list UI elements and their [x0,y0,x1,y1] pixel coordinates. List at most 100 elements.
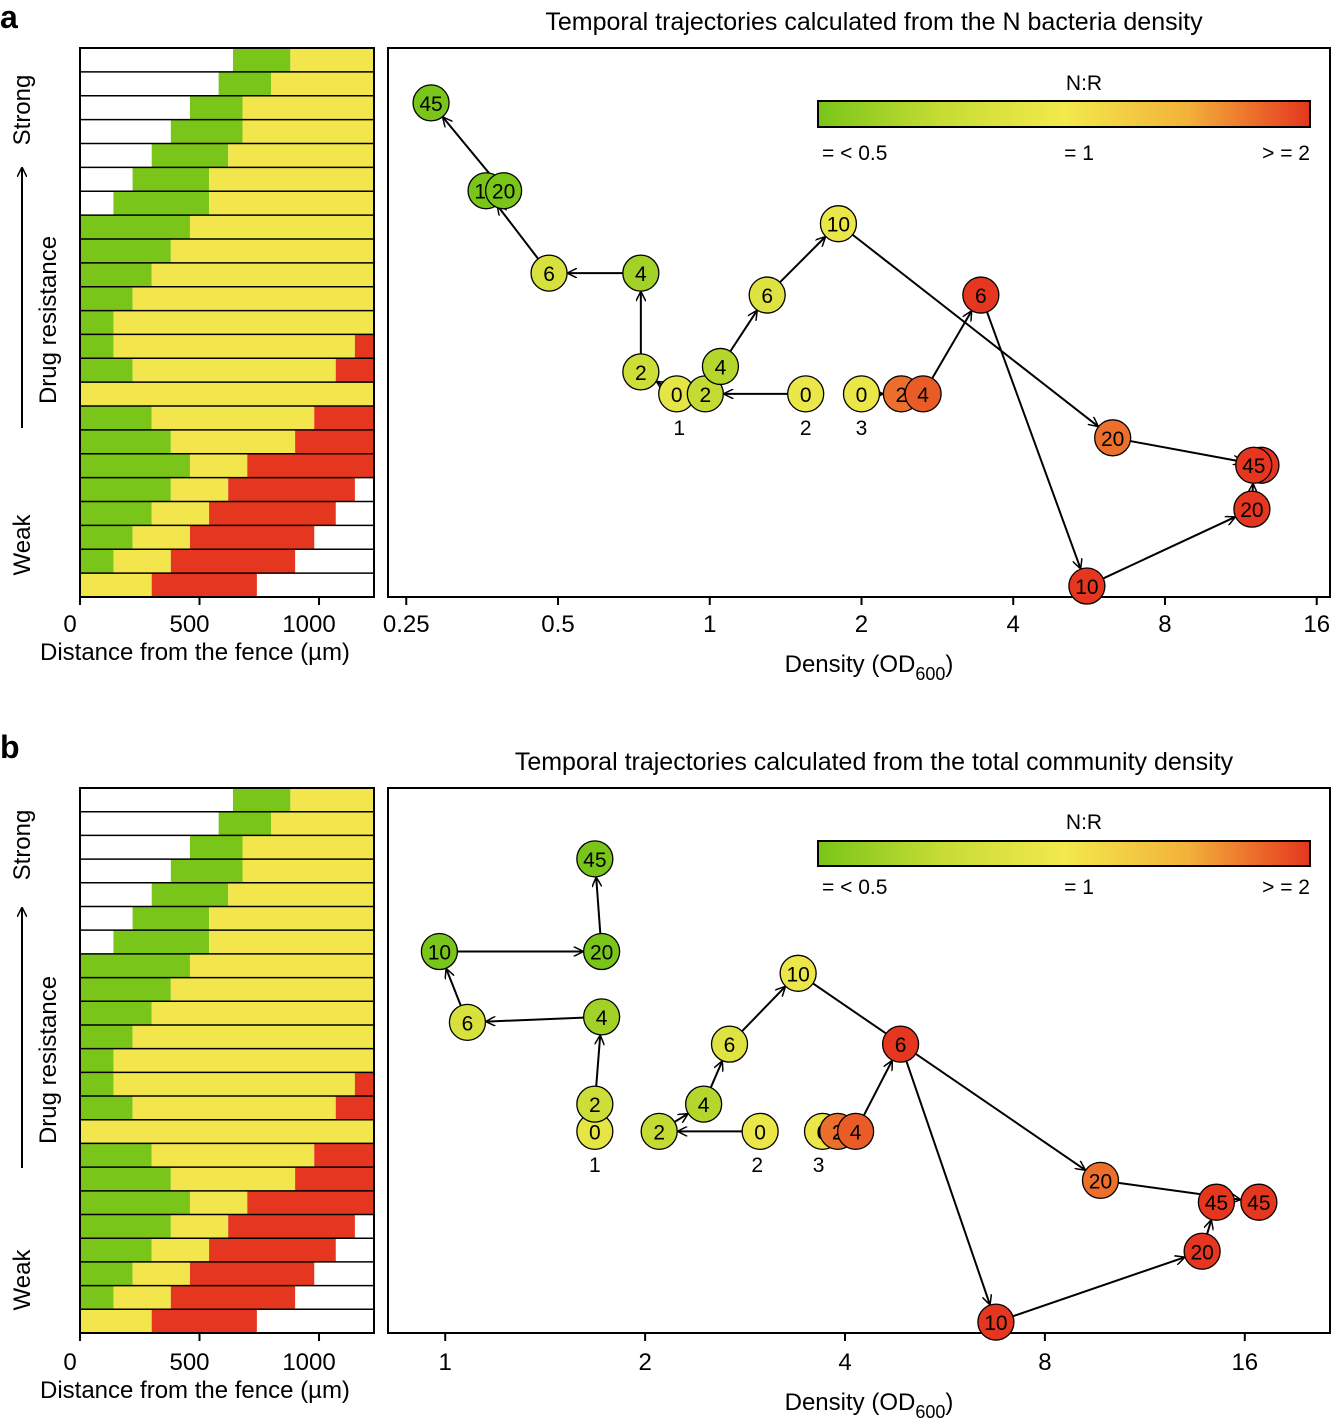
x-tick-label: 16 [1303,611,1330,638]
trajectory-number-label: 2 [800,417,812,440]
strip-segment-red [189,1261,315,1286]
strip-x-tick-label: 0 [63,611,76,638]
strip-row [80,929,374,954]
x-axis-label-main: Density (OD [785,651,916,678]
strip-segment-yellow [132,358,336,383]
strip-segment-yellow [209,930,374,954]
strip-segment-yellow [209,906,374,931]
drug-resistance-label: Drug resistance [35,976,62,1144]
strip-segment-red [209,1238,336,1262]
strip-row [80,572,374,597]
strip-segment-yellow [209,167,374,192]
trajectory-point [1183,1232,1221,1270]
strip-x-axis-label: Distance from the fence (µm) [40,1377,350,1404]
strip-segment-yellow [170,429,296,454]
strip-segment-yellow [189,453,248,478]
panel-b: b Temporal trajectories calculated from t… [0,729,1331,1422]
strip-segment-green [80,549,114,574]
strip-row [80,214,374,239]
x-axis-label: Density (OD600) [785,651,954,684]
trajectory-point [1094,419,1132,457]
x-tick-label: 16 [1231,1349,1258,1376]
strip-segment-yellow [132,1096,336,1120]
trajectory-point-label: 4 [715,356,727,379]
strip-segment-green [113,930,210,954]
trajectory-arrow [729,311,756,352]
trajectory-arrows-1 [446,878,600,1087]
trajectory-point [576,1085,614,1123]
strip-segment-yellow [228,882,374,907]
trajectory-point-label: 45 [1205,1192,1228,1215]
trajectory-point [710,1025,749,1063]
strip-segment-green [80,1190,190,1215]
trajectory-arrow [657,382,661,385]
trajectory-point [1068,567,1106,605]
trajectory-point-label: 4 [635,263,647,286]
strip-segment-green [151,882,229,907]
trajectory-point [622,254,660,292]
x-tick-label: 2 [855,611,868,638]
x-axis-label-sub: 600 [915,1402,945,1422]
trajectory-number-label: 3 [813,1154,825,1177]
trajectory-arrow [486,1018,584,1022]
trajectory-point-label: 2 [699,384,711,407]
strip-segment-red [295,1167,374,1191]
trajectory-arrow [741,987,785,1032]
strip-x-tick-label: 0 [63,1349,76,1376]
strip-segment-yellow [290,788,374,812]
trajectory-point-label: 2 [653,1121,665,1144]
strip-segment-yellow [242,835,374,860]
trajectory-point-label: 45 [419,93,442,116]
strip-row [80,1024,374,1049]
trajectory-arrows-3 [862,1061,1211,1318]
strip-segment-yellow [228,143,374,168]
strip-row [80,1071,374,1097]
trajectory-point-label: 6 [895,1034,907,1057]
strip-segment-yellow [151,501,210,526]
strip-row [80,882,374,907]
strip-segment-green [80,1096,133,1120]
strip-segment-yellow [113,310,375,335]
strip-row [80,1261,374,1286]
trajectory-point [881,1025,920,1063]
x-tick-label: 8 [1038,1349,1051,1376]
strip-row [80,405,374,430]
strip-segment-green [80,1024,133,1049]
strip-row [80,142,374,168]
strip-segment-yellow [170,977,374,1002]
strip-row [80,429,374,454]
strip-segment-green [80,977,171,1002]
strip-segment-green [218,811,272,836]
trajectory-point-label: 45 [1247,1192,1270,1215]
trajectory-point [904,375,942,413]
trajectory-arrow [443,118,493,178]
strip-segment-green [80,1072,114,1097]
strip-segment-red [189,525,315,550]
trajectory-point-label: 20 [1089,1170,1112,1193]
x-tick-label: 1 [439,1349,452,1376]
strip-row [80,381,374,407]
strip-segment-green [80,477,171,502]
trajectory-point-label: 2 [635,362,647,385]
strip-row [80,1237,374,1262]
strip-segment-green [80,525,133,550]
strip-segment-red [247,453,374,478]
trajectory-point [582,932,621,971]
strip-segment-red [228,1214,355,1239]
strip-row [80,1095,374,1120]
strip-x-tick-label: 500 [169,1349,209,1376]
strip-row [80,787,374,812]
trajectory-point [748,276,786,314]
strip-segment-green [80,334,114,359]
strip-row [80,285,374,311]
strip-segment-green [80,406,152,430]
strip-segment-yellow [80,1119,374,1144]
trajectory-point-label: 20 [492,181,515,204]
strip-segment-yellow [80,382,374,407]
colorbar [817,840,1311,867]
trajectory-frame [387,787,1331,1334]
x-tick-label: 2 [638,1349,651,1376]
